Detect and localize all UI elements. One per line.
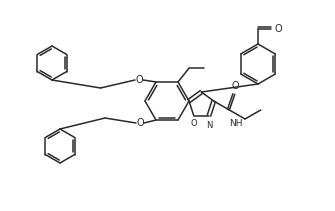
Text: NH: NH <box>229 119 243 127</box>
Text: O: O <box>136 118 144 128</box>
Text: O: O <box>275 24 282 34</box>
Text: O: O <box>135 75 143 85</box>
Text: N: N <box>206 120 212 130</box>
Text: O: O <box>190 119 197 127</box>
Text: O: O <box>232 81 240 91</box>
